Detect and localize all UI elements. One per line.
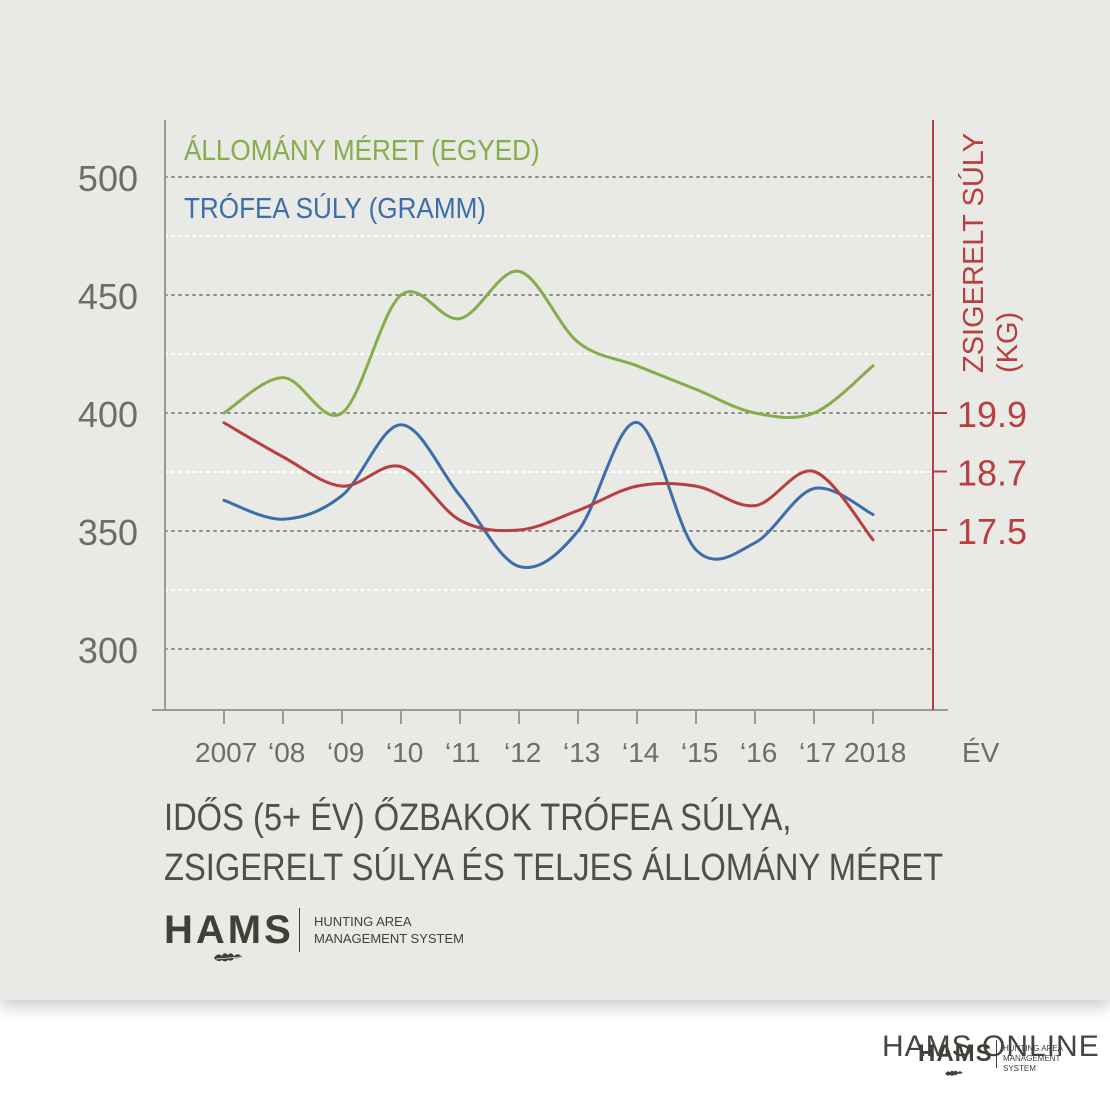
x-tick-label: ‘10 (386, 737, 423, 768)
data-point (635, 364, 639, 368)
oak-leaf-icon (214, 953, 242, 962)
y-right-axis-label-line-2: (KG) (992, 312, 1024, 373)
data-point (517, 528, 521, 532)
data-point (458, 494, 462, 498)
data-point (753, 504, 757, 508)
series-line-1 (222, 269, 875, 419)
data-point (517, 564, 521, 568)
watermark-subtitle: HUNTING AREA MANAGEMENT SYSTEM (1003, 1044, 1093, 1074)
data-point (222, 421, 226, 425)
watermark-mark: HAMS (918, 1040, 993, 1067)
brand-subtitle-line-2: MANAGEMENT SYSTEM (314, 931, 465, 946)
data-point (281, 517, 285, 521)
x-axis-label: ÉV (962, 737, 1000, 768)
legend-entry: ÁLLOMÁNY MÉRET (EGYED) (184, 134, 540, 167)
x-tick-label: ‘12 (504, 737, 541, 768)
data-point (812, 487, 816, 491)
x-tick-label: ‘14 (622, 737, 659, 768)
watermark-divider (996, 1040, 997, 1068)
data-point (281, 376, 285, 380)
data-point (399, 465, 403, 469)
y-right-tick-label: 18.7 (957, 453, 1027, 494)
data-point (576, 529, 580, 533)
data-point (222, 411, 226, 415)
data-point (753, 541, 757, 545)
line-chart: 300 350 400 450 500 19.9 18.7 17.5 ZSIGERELT SÚL… (78, 120, 1027, 768)
chart-title-line-1: IDŐS (5+ ÉV) ŐZBAKOK TRÓFEA SÚLYA, (164, 797, 792, 839)
brand-subtitle-line-1: HUNTING AREA (314, 914, 412, 929)
data-point (340, 484, 344, 488)
data-point (340, 494, 344, 498)
data-point (812, 470, 816, 474)
y-right-tick-label: 17.5 (957, 511, 1027, 552)
x-tick-label: ‘08 (268, 737, 305, 768)
data-point (871, 512, 875, 516)
data-point (694, 484, 698, 488)
watermark-subtitle-line-2: MANAGEMENT SYSTEM (1003, 1054, 1061, 1073)
y-tick-label: 450 (78, 276, 138, 317)
y-tick-label: 500 (78, 158, 138, 199)
data-point (812, 411, 816, 415)
watermark-leaf-icon (945, 1070, 963, 1076)
data-point (871, 538, 875, 542)
watermark-text: HAMS ONLINE (882, 1030, 1100, 1063)
chart-card: 300 350 400 450 500 19.9 18.7 17.5 ZSIGERELT SÚL… (0, 0, 1110, 1000)
legend-entry: TRÓFEA SÚLY (GRAMM) (184, 192, 486, 225)
data-point (399, 423, 403, 427)
x-tick-label: ‘16 (740, 737, 777, 768)
data-point (576, 340, 580, 344)
data-point (576, 509, 580, 513)
y-tick-label: 350 (78, 512, 138, 553)
x-tick-label: ‘17 (799, 737, 836, 768)
data-point (694, 387, 698, 391)
data-point (635, 484, 639, 488)
x-tick-label: ‘15 (681, 737, 718, 768)
chart-title-line-2: ZSIGERELT SÚLYA ÉS TELJES ÁLLOMÁNY MÉRET (164, 847, 944, 889)
data-point (340, 411, 344, 415)
data-point (399, 293, 403, 297)
x-tick-label: ‘11 (445, 737, 480, 768)
brand-mark: HAMS (164, 908, 294, 952)
data-point (222, 498, 226, 502)
x-tick-label: 2018 (844, 737, 906, 768)
data-point (694, 548, 698, 552)
y-right-axis-label-line-1: ZSIGERELT SÚLY (957, 133, 990, 373)
brand-divider (299, 908, 300, 952)
data-point (635, 420, 639, 424)
brand-subtitle: HUNTING AREA MANAGEMENT SYSTEM (314, 913, 464, 947)
chart-title: IDŐS (5+ ÉV) ŐZBAKOK TRÓFEA SÚLYA, ZSIGE… (164, 793, 943, 893)
y-right-tick-label: 19.9 (957, 394, 1027, 435)
data-point (871, 364, 875, 368)
data-point (517, 269, 521, 273)
data-point (753, 411, 757, 415)
data-point (458, 518, 462, 522)
series-line-3 (222, 421, 875, 542)
x-tick-label: ‘13 (563, 737, 600, 768)
y-tick-label: 300 (78, 630, 138, 671)
data-point (281, 455, 285, 459)
series-line-2 (222, 420, 875, 570)
watermark-subtitle-line-1: HUNTING AREA (1003, 1044, 1064, 1053)
x-tick-label: ‘09 (327, 737, 364, 768)
x-tick-label: 2007 (195, 737, 257, 768)
y-tick-label: 400 (78, 394, 138, 435)
data-point (458, 317, 462, 321)
